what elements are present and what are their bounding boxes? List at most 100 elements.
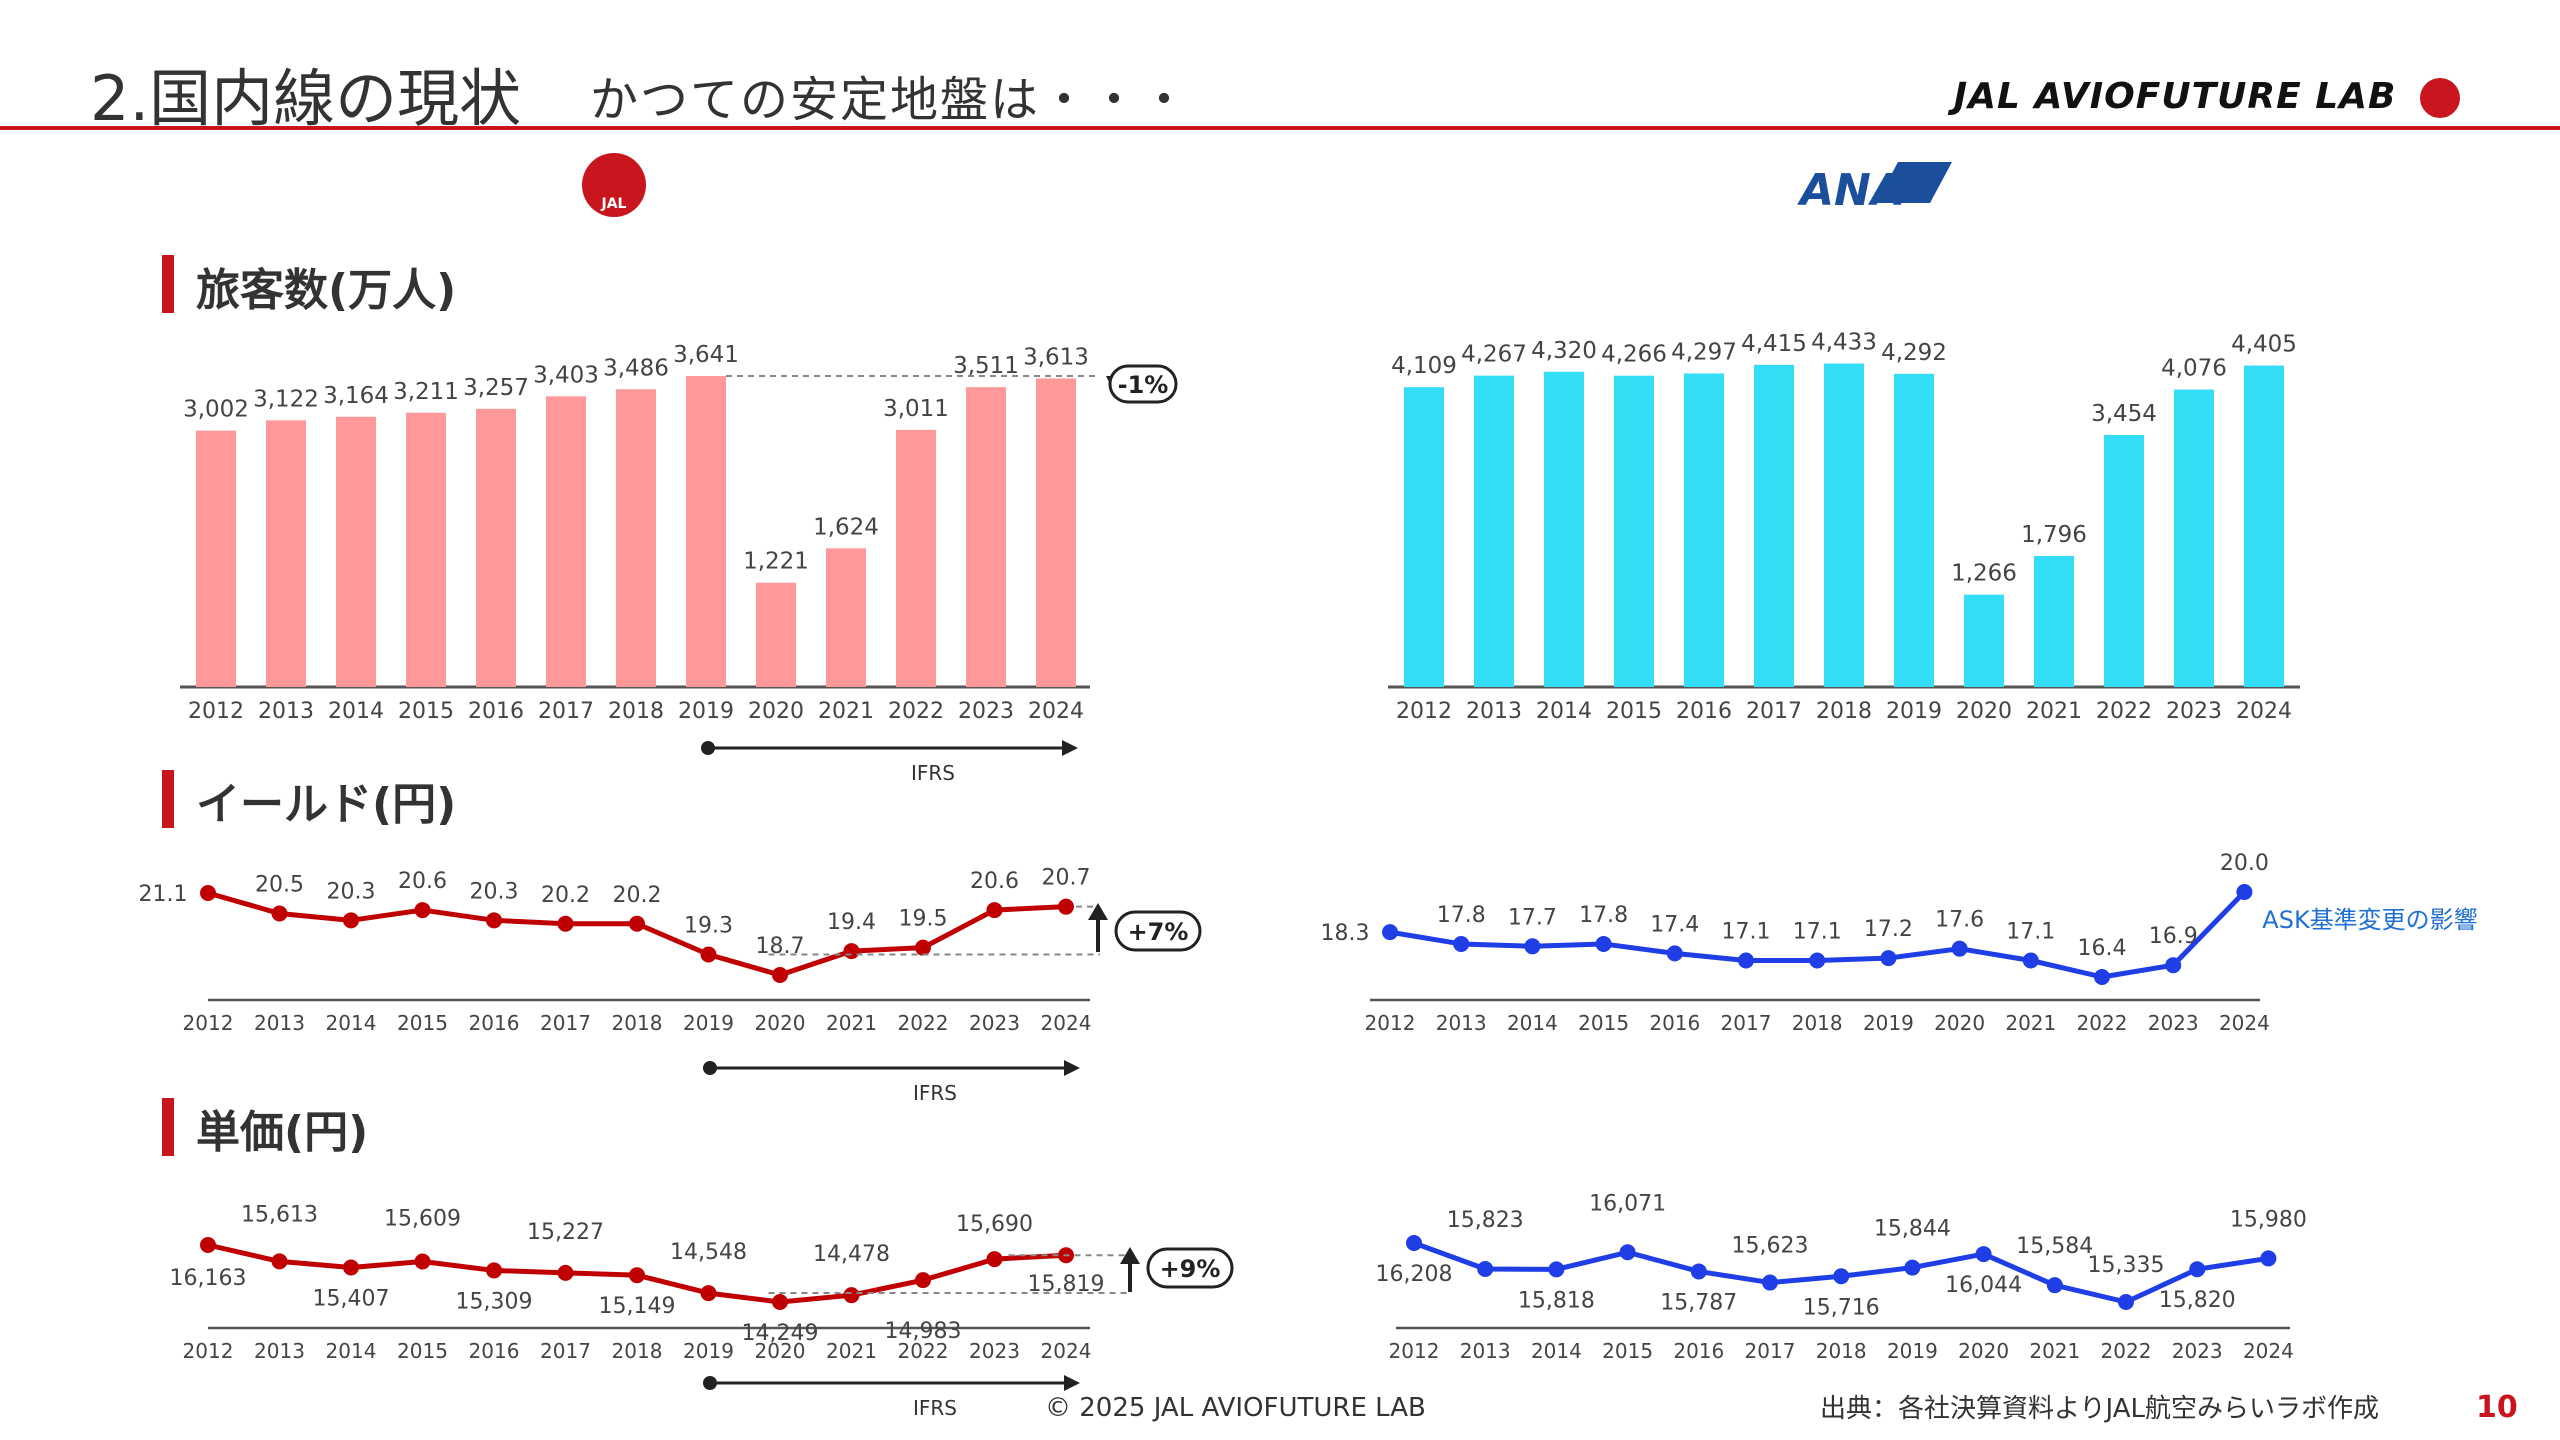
ana-passengers-data-label: 3,454 (2091, 401, 2157, 427)
ana-unit-price-data-label: 15,584 (2016, 1234, 2093, 1259)
jal-passengers-bar (686, 376, 726, 687)
jal-yield-annotation-text: +7% (1128, 918, 1189, 946)
ana-passengers-tick-label: 2017 (1746, 699, 1802, 724)
footer-copyright: © 2025 JAL AVIOFUTURE LAB (1045, 1393, 1426, 1423)
jal-passengers-bar (546, 396, 586, 687)
jal-yield-tick-label: 2024 (1041, 1011, 1092, 1035)
jal-yield-tick-label: 2017 (540, 1011, 591, 1035)
jal-yield-annotation-badge (1114, 910, 1202, 952)
jal-unit-price-tick-label: 2023 (969, 1339, 1020, 1363)
jal-unit-price-point (629, 1267, 645, 1284)
jal-passengers-annotation-text: -1% (1118, 371, 1169, 399)
ana-unit-price-data-label: 15,823 (1447, 1208, 1524, 1233)
jal-passengers-tick-label: 2017 (538, 699, 594, 724)
jal-yield-data-label: 20.5 (255, 873, 304, 898)
ana-passengers-bar (1684, 373, 1724, 687)
ana-yield-data-label: 17.8 (1437, 903, 1486, 928)
ana-unit-price-tick-label: 2018 (1816, 1339, 1867, 1363)
jal-passengers-tick-label: 2013 (258, 699, 314, 724)
jal-passengers-tick-label: 2016 (468, 699, 524, 724)
jal-unit-price-tick-label: 2014 (326, 1339, 377, 1363)
ana-yield-tick-label: 2016 (1649, 1011, 1700, 1035)
jal-yield-data-label: 20.2 (613, 883, 662, 908)
jal-passengers-data-label: 1,624 (813, 514, 879, 540)
jal-unit-price-tick-label: 2017 (540, 1339, 591, 1363)
jal-unit-price-tick-label: 2021 (826, 1339, 877, 1363)
jal-passengers-bar (616, 389, 656, 687)
ana-unit-price-point (2118, 1294, 2134, 1310)
ana-unit-price-point (1619, 1244, 1636, 1261)
ana-unit-price-tick-label: 2023 (2172, 1339, 2223, 1363)
jal-passengers-data-label: 3,511 (953, 353, 1019, 379)
jal-unit-price-point (486, 1262, 502, 1279)
jal-passengers-data-label: 3,641 (673, 342, 739, 368)
ana-yield-point (1595, 935, 1612, 952)
footer-source: 出典：各社決算資料よりJAL航空みらいラボ作成 (1820, 1394, 2379, 1424)
ana-unit-price-data-label: 15,716 (1803, 1295, 1880, 1320)
ana-unit-price-point (1762, 1274, 1778, 1291)
ana-yield-tick-label: 2022 (2077, 1011, 2128, 1035)
jal-unit-price-tick-label: 2015 (397, 1339, 448, 1363)
jal-unit-price-ifrs-label: IFRS (913, 1396, 957, 1420)
jal-passengers-tick-label: 2012 (188, 699, 244, 724)
ana-unit-price-tick-label: 2014 (1531, 1339, 1582, 1363)
jal-passengers-data-label: 1,221 (743, 549, 809, 575)
jal-yield-data-label: 19.5 (899, 907, 948, 932)
jal-passengers-data-label: 3,211 (393, 379, 459, 405)
section-marker-unit-price (162, 1098, 174, 1156)
jal-yield-tick-label: 2019 (683, 1011, 734, 1035)
ana-passengers-bar (1754, 364, 1794, 687)
ana-yield-tick-label: 2012 (1365, 1011, 1416, 1035)
jal-passengers-bar (476, 408, 516, 687)
jal-unit-price-tick-label: 2020 (755, 1339, 806, 1363)
jal-passengers-tick-label: 2024 (1028, 699, 1084, 724)
jal-yield-point (843, 943, 860, 960)
ana-yield-data-label: 17.8 (1579, 903, 1628, 928)
jal-yield-point (1058, 898, 1074, 915)
ana-passengers-bar (1964, 594, 2004, 687)
ana-unit-price-data-label: 15,787 (1660, 1290, 1737, 1315)
jal-unit-price-data-label: 14,548 (670, 1240, 747, 1265)
ana-passengers-tick-label: 2021 (2026, 699, 2082, 724)
ana-passengers-tick-label: 2015 (1606, 699, 1662, 724)
jal-passengers-tick-label: 2021 (818, 699, 874, 724)
ana-unit-price-point (1406, 1235, 1422, 1251)
jal-passengers-data-label: 3,257 (463, 375, 529, 401)
jal-yield-tick-label: 2018 (612, 1011, 663, 1035)
jal-yield-point (486, 912, 502, 929)
ana-yield-tick-label: 2020 (1934, 1011, 1985, 1035)
jal-unit-price-data-label: 16,163 (170, 1266, 247, 1291)
ana-passengers-bar (2174, 389, 2214, 687)
ana-unit-price-point (1975, 1246, 1992, 1263)
ana-unit-price-data-label: 15,818 (1518, 1288, 1595, 1313)
ana-yield-data-label: 16.9 (2149, 924, 2198, 949)
ana-unit-price-point (1690, 1263, 1707, 1280)
ana-passengers-bar (1894, 373, 1934, 687)
ana-passengers-data-label: 4,405 (2231, 332, 2297, 358)
jal-passengers-bar (196, 430, 236, 687)
jal-unit-price-data-label: 14,249 (742, 1321, 819, 1346)
jal-unit-price-tick-label: 2019 (683, 1339, 734, 1363)
ana-yield-data-label: 17.7 (1508, 905, 1557, 930)
jal-passengers-data-label: 3,002 (183, 397, 249, 423)
ana-passengers-tick-label: 2013 (1466, 699, 1522, 724)
jal-yield-data-label: 20.6 (398, 869, 447, 894)
ana-yield-data-label: 16.4 (2078, 936, 2127, 961)
jal-unit-price-tick-label: 2012 (183, 1339, 234, 1363)
jal-unit-price-data-label: 15,309 (456, 1289, 533, 1314)
jal-yield-ifrs-label: IFRS (913, 1081, 957, 1105)
ana-yield-data-label: 17.4 (1650, 912, 1699, 937)
jal-passengers-bar (266, 420, 306, 687)
jal-unit-price-up-arrow-icon (1120, 1247, 1140, 1264)
jal-unit-price-data-label: 14,478 (813, 1242, 890, 1267)
jal-passengers-tick-label: 2022 (888, 699, 944, 724)
jal-yield-point (772, 967, 788, 983)
ana-yield-point (2094, 969, 2110, 985)
ana-passengers-bar (2104, 434, 2144, 687)
jal-passengers-data-label: 3,122 (253, 386, 319, 412)
jal-unit-price-tick-label: 2022 (898, 1339, 949, 1363)
jal-unit-price-point (843, 1287, 860, 1304)
ana-yield-data-label: 18.3 (1321, 921, 1370, 946)
jal-yield-data-label: 20.2 (541, 883, 590, 908)
ana-unit-price-data-label: 15,623 (1732, 1234, 1809, 1259)
